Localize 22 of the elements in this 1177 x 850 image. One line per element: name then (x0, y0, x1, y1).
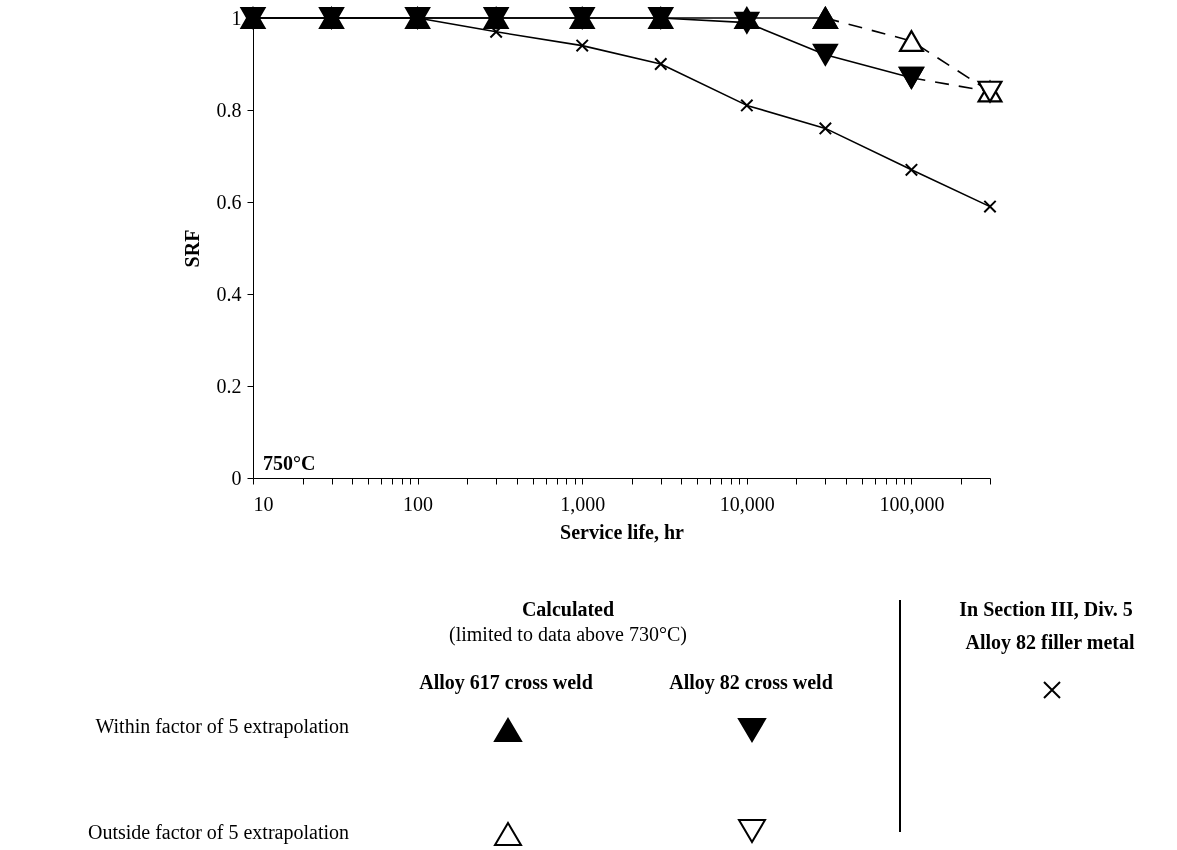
x-tick-label: 10,000 (719, 492, 775, 515)
text: Outside factor of 5 extrapolation (87, 821, 349, 844)
y-tick-label: 0.6 (216, 190, 242, 213)
text: Alloy 82 cross weld (669, 671, 833, 694)
y-tick-label: 0.8 (216, 98, 242, 121)
text: In Section III, Div. 5 (959, 598, 1133, 621)
x-tick-label: 1,000 (560, 492, 606, 515)
y-tick-label: 0 (231, 466, 242, 489)
text: Within factor of 5 extrapolation (95, 715, 349, 738)
x-tick-label: 100,000 (879, 492, 945, 515)
y-tick-label: 1 (231, 6, 242, 29)
text: Calculated (521, 598, 615, 621)
y-tick-label: 0.2 (216, 374, 242, 397)
text: Alloy 82 filler metal (965, 631, 1135, 654)
y-tick-label: 0.4 (216, 282, 242, 305)
text: Alloy 617 cross weld (419, 671, 593, 694)
y-axis-title: SRF (180, 229, 203, 268)
annotation: 750°C (263, 452, 316, 475)
x-tick-label: 100 (403, 492, 434, 515)
text: (limited to data above 730°C) (449, 623, 687, 646)
x-tick-label: 10 (253, 492, 274, 515)
x-axis-title: Service life, hr (560, 520, 685, 543)
